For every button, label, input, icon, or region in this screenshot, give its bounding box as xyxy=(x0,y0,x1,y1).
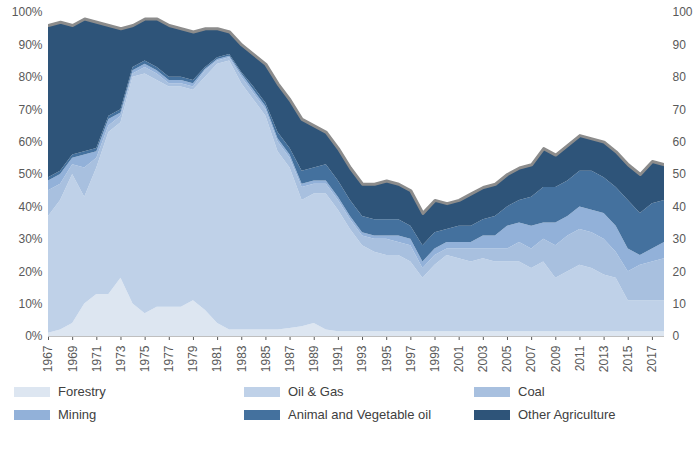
svg-text:1995: 1995 xyxy=(380,345,394,372)
html-text:Forestry: Forestry xyxy=(58,384,106,399)
svg-text:2003: 2003 xyxy=(476,345,490,372)
svg-text:1991: 1991 xyxy=(331,345,345,372)
svg-text:60: 60 xyxy=(673,135,687,149)
svg-text:80: 80 xyxy=(673,70,687,84)
svg-text:30: 30 xyxy=(673,232,687,246)
svg-text:2007: 2007 xyxy=(524,345,538,372)
html-text:Mining: Mining xyxy=(58,407,97,422)
svg-text:40: 40 xyxy=(673,200,687,214)
svg-text:70%: 70% xyxy=(18,103,42,117)
svg-text:20%: 20% xyxy=(18,265,42,279)
svg-text:1981: 1981 xyxy=(210,345,224,372)
svg-text:0%: 0% xyxy=(25,329,43,343)
svg-text:1975: 1975 xyxy=(138,345,152,372)
svg-text:1973: 1973 xyxy=(114,345,128,372)
svg-text:1989: 1989 xyxy=(307,345,321,372)
html-text:Coal: Coal xyxy=(518,384,545,399)
svg-text:2001: 2001 xyxy=(452,345,466,372)
svg-text:90: 90 xyxy=(673,38,687,52)
svg-text:2011: 2011 xyxy=(573,345,587,371)
svg-text:40%: 40% xyxy=(18,200,42,214)
svg-text:1997: 1997 xyxy=(404,345,418,372)
html-text:Oil & Gas: Oil & Gas xyxy=(288,384,344,399)
svg-text:1979: 1979 xyxy=(186,345,200,372)
svg-text:0: 0 xyxy=(673,329,680,343)
svg-text:2015: 2015 xyxy=(621,345,635,372)
svg-text:20: 20 xyxy=(673,265,687,279)
svg-text:2009: 2009 xyxy=(549,345,563,372)
html-text:Animal and Vegetable oil: Animal and Vegetable oil xyxy=(288,407,432,422)
svg-text:1985: 1985 xyxy=(259,345,273,372)
svg-text:80%: 80% xyxy=(18,70,42,84)
svg-text:90%: 90% xyxy=(18,38,42,52)
svg-text:100%: 100% xyxy=(12,5,43,19)
svg-text:1971: 1971 xyxy=(90,345,104,372)
svg-text:2017: 2017 xyxy=(645,345,659,372)
svg-text:10%: 10% xyxy=(18,297,42,311)
svg-text:70: 70 xyxy=(673,103,687,117)
svg-text:1999: 1999 xyxy=(428,345,442,372)
svg-text:1983: 1983 xyxy=(235,345,249,372)
svg-text:2005: 2005 xyxy=(500,345,514,372)
html-text:Other Agriculture: Other Agriculture xyxy=(518,407,616,422)
svg-text:10: 10 xyxy=(673,297,687,311)
svg-text:100: 100 xyxy=(673,5,693,19)
svg-text:1993: 1993 xyxy=(355,345,369,372)
svg-text:60%: 60% xyxy=(18,135,42,149)
svg-text:2013: 2013 xyxy=(597,345,611,372)
svg-text:1987: 1987 xyxy=(283,345,297,372)
svg-text:30%: 30% xyxy=(18,232,42,246)
svg-text:50: 50 xyxy=(673,167,687,181)
svg-text:1967: 1967 xyxy=(41,345,55,372)
svg-text:1969: 1969 xyxy=(65,345,79,372)
svg-text:1977: 1977 xyxy=(162,345,176,372)
svg-text:50%: 50% xyxy=(18,167,42,181)
